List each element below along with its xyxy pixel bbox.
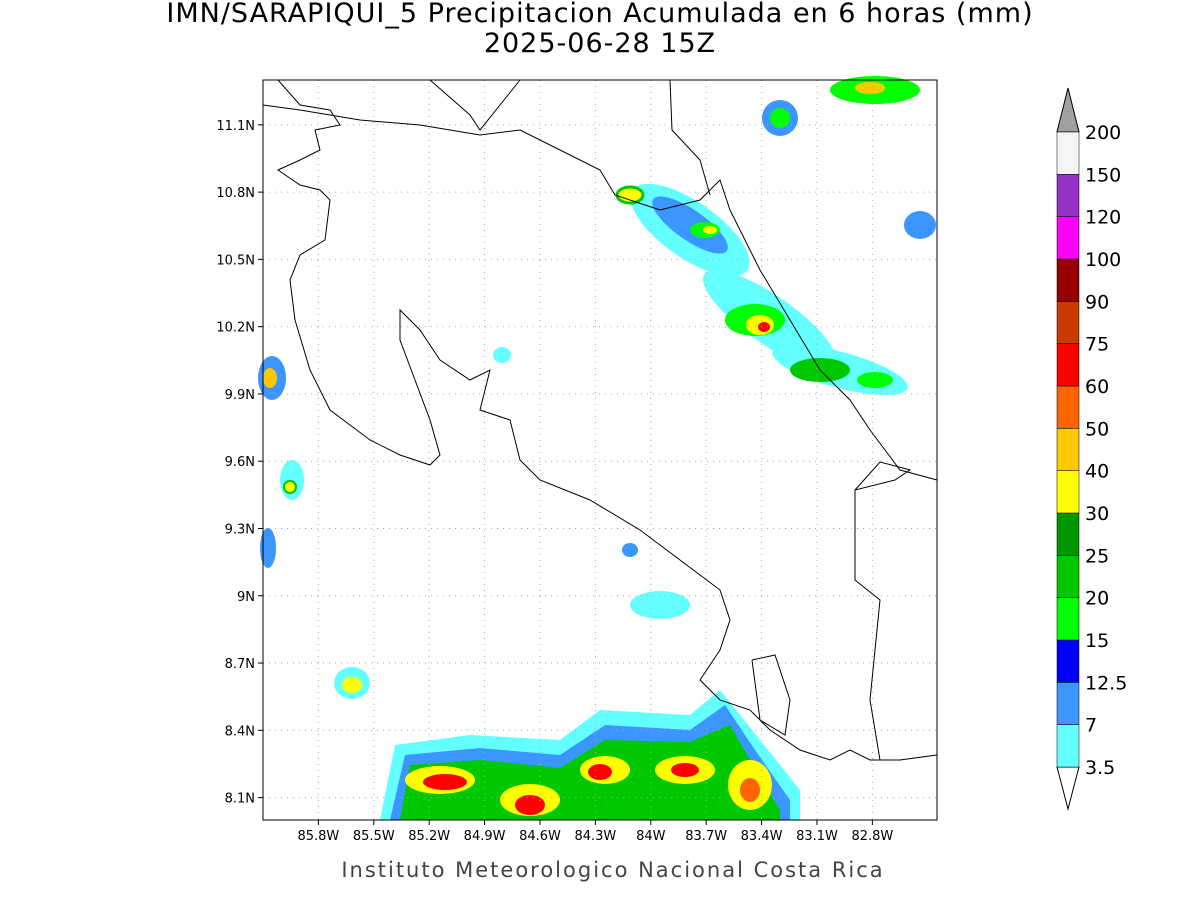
x-tick-label: 84.3W	[574, 829, 616, 844]
colorbar-band	[1056, 216, 1080, 260]
colorbar-label: 90	[1085, 291, 1109, 313]
y-tick-label: 9.6N	[225, 455, 255, 470]
colorbar-band	[1056, 682, 1080, 725]
colorbar-label: 50	[1085, 418, 1109, 440]
y-tick-label: 8.1N	[225, 792, 255, 807]
colorbar-label: 25	[1085, 545, 1109, 567]
colorbar-band	[1056, 639, 1080, 683]
x-tick-label: 85.5W	[353, 829, 395, 844]
colorbar-label: 100	[1085, 249, 1121, 271]
colorbar-band	[1056, 343, 1080, 387]
colorbar-label: 15	[1085, 630, 1109, 652]
y-tick-label: 10.2N	[216, 321, 255, 336]
colorbar-band	[1056, 131, 1080, 175]
x-tick-label: 85.8W	[297, 829, 339, 844]
map-frame	[262, 79, 938, 821]
x-tick-label: 82.8W	[851, 829, 893, 844]
y-tick-label: 9.9N	[225, 388, 255, 403]
y-tick-label: 9.3N	[225, 522, 255, 537]
colorbar-band	[1056, 174, 1080, 217]
coastlines	[262, 79, 938, 761]
y-tick-label: 11.1N	[216, 119, 255, 134]
colorbar-label: 3.5	[1085, 757, 1115, 779]
x-tick-label: 83.7W	[685, 829, 727, 844]
x-tick-label: 84.6W	[519, 829, 561, 844]
y-tick-label: 8.7N	[225, 657, 255, 672]
colorbar-over	[1056, 87, 1080, 133]
colorbar-label: 20	[1085, 588, 1109, 610]
colorbar-band	[1056, 724, 1080, 768]
colorbar-band	[1056, 428, 1080, 471]
colorbar-band	[1056, 385, 1080, 429]
y-tick-label: 10.8N	[216, 186, 255, 201]
colorbar-label: 60	[1085, 376, 1109, 398]
colorbar-label: 120	[1085, 207, 1121, 229]
colorbar-label: 40	[1085, 461, 1109, 483]
colorbar-label: 200	[1085, 122, 1121, 144]
x-tick-label: 85.2W	[408, 829, 450, 844]
colorbar-label: 30	[1085, 503, 1109, 525]
footer: Instituto Meteorologico Nacional Costa R…	[341, 858, 884, 882]
x-tick-label: 83.4W	[741, 829, 783, 844]
title: IMN/SARAPIQUI_5 Precipitacion Acumulada …	[166, 0, 1033, 29]
colorbar-label: 75	[1085, 334, 1109, 356]
colorbar-label: 7	[1085, 715, 1097, 737]
x-tick-label: 84W	[636, 829, 666, 844]
colorbar-under	[1056, 766, 1080, 811]
y-tick-label: 9N	[237, 590, 255, 605]
y-tick-label: 10.5N	[216, 253, 255, 268]
x-tick-label: 83.1W	[796, 829, 838, 844]
colorbar-label: 150	[1085, 164, 1121, 186]
colorbar-band	[1056, 555, 1080, 598]
subtitle: 2025-06-28 15Z	[484, 28, 716, 59]
colorbar-band	[1056, 470, 1080, 514]
colorbar-band	[1056, 597, 1080, 641]
colorbar-label: 12.5	[1085, 672, 1127, 694]
precipitation-field	[258, 76, 936, 820]
colorbar-band	[1056, 258, 1080, 302]
y-tick-label: 8.4N	[225, 724, 255, 739]
colorbar-band	[1056, 512, 1080, 556]
x-tick-label: 84.9W	[464, 829, 506, 844]
colorbar-band	[1056, 301, 1080, 344]
